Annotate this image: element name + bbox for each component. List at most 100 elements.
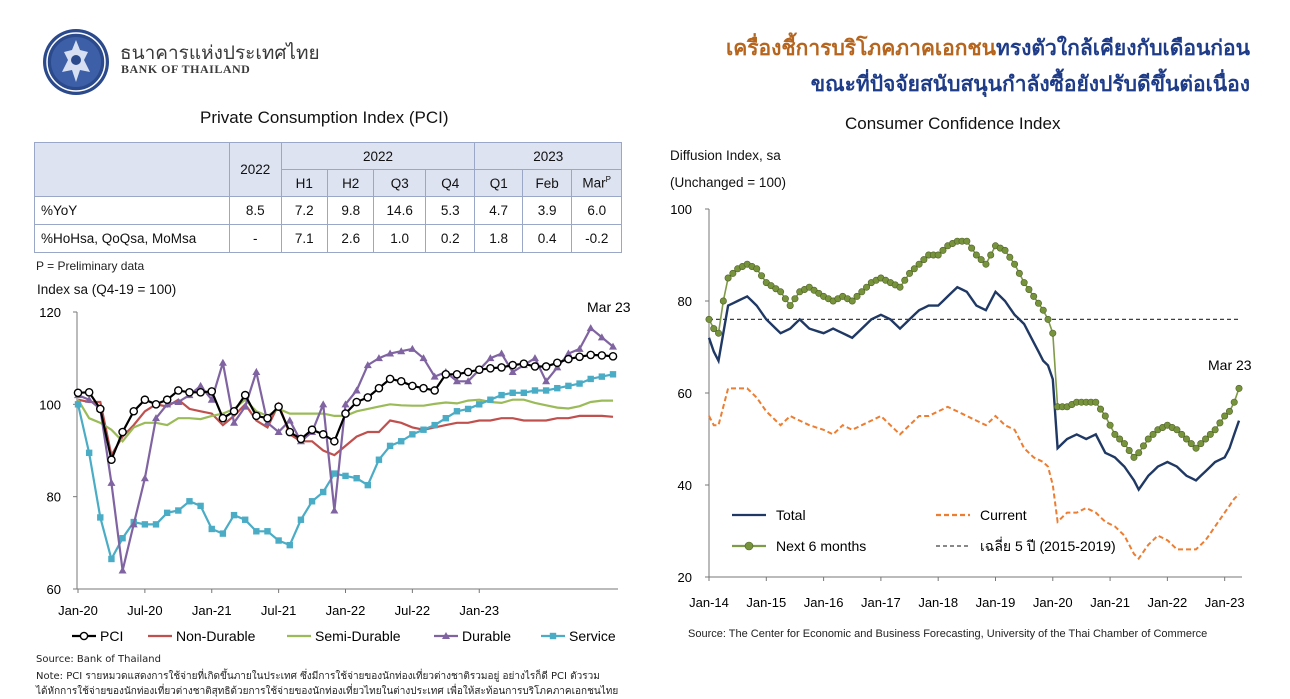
data-point <box>1192 444 1200 452</box>
data-point <box>586 350 596 360</box>
data-point <box>564 354 573 364</box>
left-y-tick-label: 120 <box>39 305 61 320</box>
data-point <box>352 386 361 394</box>
data-point <box>186 498 193 505</box>
data-point <box>241 402 250 410</box>
data-point <box>1020 279 1028 287</box>
pci-cell: 7.1 <box>280 224 328 253</box>
data-point <box>848 297 856 305</box>
pci-cell: 7.2 <box>280 196 328 225</box>
org-name-thai: ธนาคารแห่งประเทศไทย <box>120 42 320 64</box>
data-point <box>1001 246 1009 254</box>
data-point <box>385 374 395 384</box>
data-point <box>1120 440 1128 448</box>
pci-table-title: Private Consumption Index (PCI) <box>200 108 449 127</box>
data-point <box>396 376 406 386</box>
data-point <box>207 395 216 403</box>
data-point <box>219 530 227 537</box>
left-chart-note-2: ได้หักการใช้จ่ายของนักท่องเที่ยวต่างชาติ… <box>36 686 619 697</box>
left-chart-ylabel: Index sa (Q4-19 = 100) <box>37 282 177 297</box>
data-point <box>74 401 82 408</box>
data-point <box>863 283 871 291</box>
data-point <box>564 349 573 357</box>
data-point <box>1039 306 1047 314</box>
series-line-current <box>708 387 1240 561</box>
right-y-tick-label: 80 <box>678 294 692 309</box>
data-point <box>285 416 294 424</box>
pci-group-2023: 2023 <box>474 142 622 170</box>
pci-cell: -0.2 <box>571 224 622 253</box>
left-x-tick-label: Jul-20 <box>127 603 162 618</box>
data-point <box>264 528 271 535</box>
data-point <box>1101 412 1109 420</box>
right-chart-source: Source: The Center for Economic and Busi… <box>688 628 1208 640</box>
data-point <box>119 535 126 542</box>
data-point <box>968 244 976 252</box>
data-point <box>408 381 417 391</box>
data-point <box>140 474 149 482</box>
data-point <box>598 373 606 380</box>
data-point <box>95 404 105 414</box>
left-y-tick-label: 80 <box>47 490 61 505</box>
pci-footnote: P = Preliminary data <box>36 259 145 273</box>
data-point <box>587 375 594 383</box>
data-point <box>715 329 723 337</box>
consumer-confidence-line-chart: 20 40 60 80 100 Jan-14 Jan-15 Jan-16 Jan-17 Jan-1… <box>670 202 1251 610</box>
data-point <box>196 388 205 397</box>
right-y-tick-label: 40 <box>678 478 692 493</box>
pci-row-label: %HoHsa, QoQsa, MoMsa <box>34 224 230 253</box>
data-point <box>296 434 306 444</box>
data-point <box>939 246 947 254</box>
data-point <box>934 251 942 259</box>
data-point <box>1097 405 1105 413</box>
preliminary-marker: P <box>605 175 612 185</box>
right-x-tick-label: Jan-20 <box>1033 595 1073 610</box>
data-point <box>1034 299 1042 307</box>
pci-cell: 6.0 <box>571 196 622 225</box>
pci-cell: 1.8 <box>474 224 523 253</box>
data-point <box>791 295 799 303</box>
data-point <box>724 274 732 282</box>
legend-label: Current <box>980 507 1027 523</box>
data-point <box>1011 260 1019 268</box>
data-point <box>1173 426 1181 434</box>
data-point <box>963 237 971 245</box>
headline-part-2: ทรงตัวใกล้เคียงกับเดือนก่อน <box>996 36 1250 60</box>
data-point <box>218 358 227 366</box>
right-y-tick-label: 60 <box>678 386 692 401</box>
pci-cell: 0.2 <box>424 224 476 253</box>
data-point <box>1030 292 1038 300</box>
right-y-tick-label: 100 <box>670 202 692 217</box>
right-x-tick-label: Jan-22 <box>1148 595 1188 610</box>
data-point <box>786 302 794 310</box>
data-point <box>342 472 349 480</box>
data-point <box>285 427 295 437</box>
left-x-tick-label: Jan-22 <box>326 603 366 618</box>
data-point <box>476 401 483 408</box>
legend-marker <box>744 541 754 551</box>
data-point <box>196 381 205 389</box>
left-chart-source: Source: Bank of Thailand <box>36 654 161 665</box>
data-point <box>597 333 606 341</box>
data-point <box>705 315 713 323</box>
data-point <box>486 354 495 362</box>
data-point <box>906 269 914 277</box>
right-x-tick-label: Jan-16 <box>804 595 844 610</box>
data-point <box>753 265 761 273</box>
data-point <box>397 347 406 355</box>
data-point <box>141 521 149 528</box>
data-point <box>363 361 372 369</box>
left-y-tick-label: 60 <box>47 582 61 597</box>
data-point <box>474 365 484 375</box>
data-point <box>519 359 529 369</box>
headline-line-1: เครื่องชี้การบริโภคภาคเอกชนทรงตัวใกล้เคี… <box>726 32 1250 65</box>
pci-col-header: MarP <box>571 169 622 197</box>
data-point <box>97 514 104 521</box>
data-point <box>297 516 305 523</box>
data-point <box>107 455 116 465</box>
data-point <box>530 354 539 362</box>
data-point <box>1015 269 1023 277</box>
data-point <box>352 397 361 407</box>
data-point <box>901 276 909 284</box>
data-point <box>308 498 316 505</box>
